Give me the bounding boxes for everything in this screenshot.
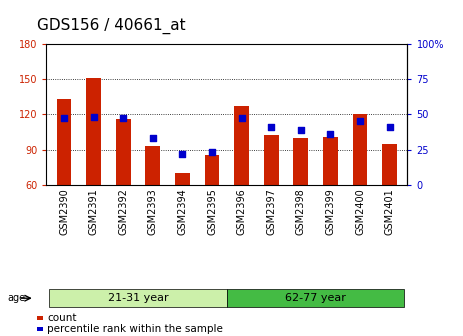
Text: 21-31 year: 21-31 year (108, 293, 169, 303)
Text: GSM2399: GSM2399 (325, 188, 336, 235)
Bar (294, 138, 308, 185)
Bar (86, 78, 101, 185)
Point (179, 151, 186, 157)
Bar (382, 144, 397, 185)
Text: GSM2393: GSM2393 (148, 188, 158, 235)
Text: GSM2395: GSM2395 (207, 188, 217, 235)
Text: GSM2397: GSM2397 (266, 188, 276, 235)
Text: percentile rank within the sample: percentile rank within the sample (47, 324, 223, 334)
Text: GDS156 / 40661_at: GDS156 / 40661_at (37, 17, 186, 34)
Text: GSM2392: GSM2392 (118, 188, 128, 235)
Point (119, 116, 127, 121)
Text: GSM2391: GSM2391 (88, 188, 99, 235)
Bar (353, 114, 368, 185)
Point (327, 131, 334, 137)
Point (208, 150, 216, 155)
Point (90, 114, 97, 120)
Text: count: count (47, 312, 77, 323)
Bar (116, 119, 131, 185)
Text: GSM2390: GSM2390 (59, 188, 69, 235)
Point (60, 116, 68, 121)
Bar (56, 99, 71, 185)
Point (386, 124, 394, 130)
Point (268, 124, 275, 130)
Bar (145, 146, 160, 185)
Bar (234, 106, 249, 185)
Point (238, 116, 245, 121)
Point (149, 135, 156, 141)
Text: GSM2398: GSM2398 (296, 188, 306, 235)
Bar (323, 137, 338, 185)
Text: GSM2400: GSM2400 (355, 188, 365, 235)
Bar (205, 155, 219, 185)
Text: GSM2394: GSM2394 (177, 188, 188, 235)
Bar (264, 135, 279, 185)
Text: age: age (7, 293, 25, 303)
Text: 62-77 year: 62-77 year (285, 293, 346, 303)
Point (357, 119, 364, 124)
Text: GSM2396: GSM2396 (237, 188, 247, 235)
Text: GSM2401: GSM2401 (385, 188, 394, 235)
Point (297, 127, 305, 132)
Bar (175, 173, 190, 185)
